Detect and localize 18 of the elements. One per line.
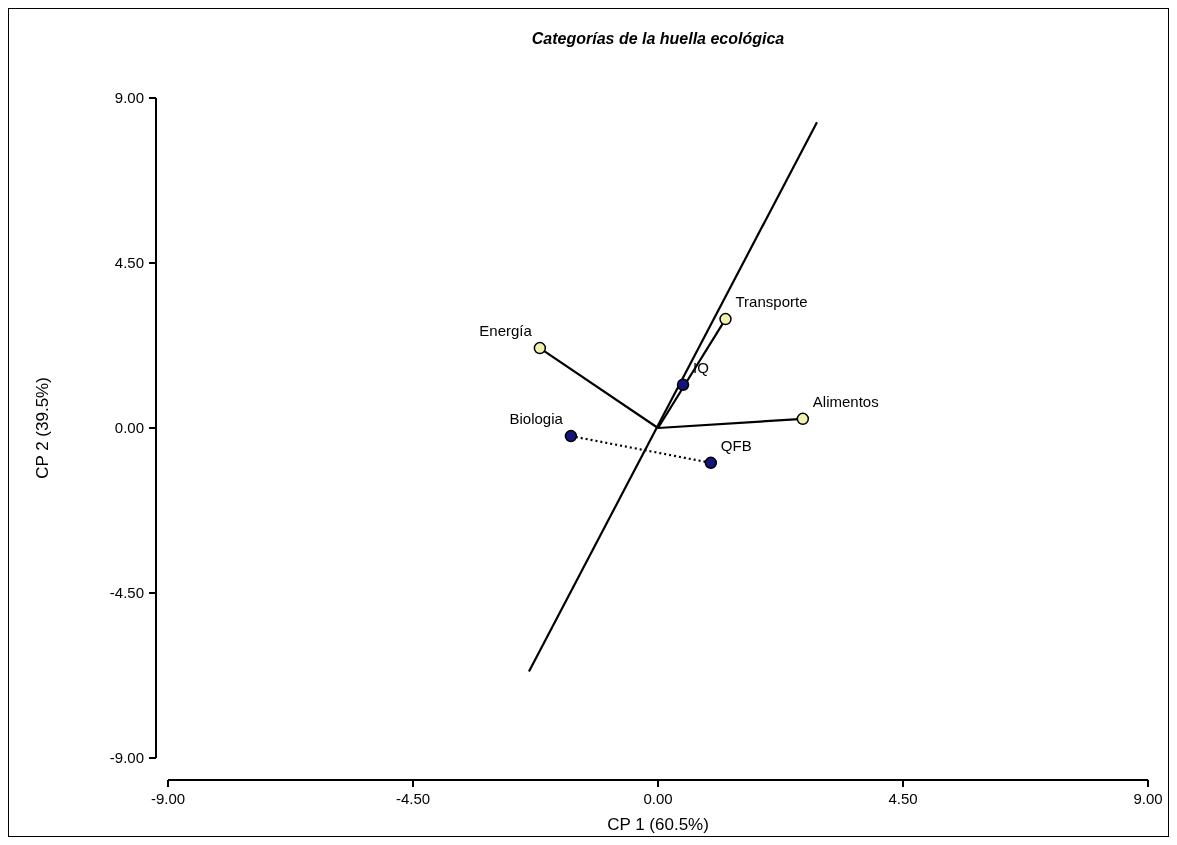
x-axis-title: CP 1 (60.5%) xyxy=(607,815,709,834)
annotation: Transporte xyxy=(735,293,808,311)
y-tick-label: -4.50 xyxy=(109,584,144,602)
y-tick-label: -9.00 xyxy=(109,749,144,767)
chart-title: Categorías de la huella ecológica xyxy=(531,30,785,47)
y-tick-label: 4.50 xyxy=(114,254,144,272)
x-tick-label: -9.00 xyxy=(150,790,186,807)
x-tick-label: 4.50 xyxy=(888,790,918,807)
y-tick-label: 9.00 xyxy=(114,89,144,107)
x-tick-label: 9.00 xyxy=(1133,790,1163,807)
annotation: QFB xyxy=(720,436,752,454)
x-tick-label: -4.50 xyxy=(395,790,431,807)
annotation: Energía xyxy=(479,322,533,340)
annotation: Biologia xyxy=(509,410,564,428)
y-axis-title: CP 2 (39.5%) xyxy=(33,377,52,479)
y-tick-label: 0.00 xyxy=(114,419,144,437)
x-tick-label: 0.00 xyxy=(643,790,673,807)
annotation: Alimentos xyxy=(812,392,879,410)
